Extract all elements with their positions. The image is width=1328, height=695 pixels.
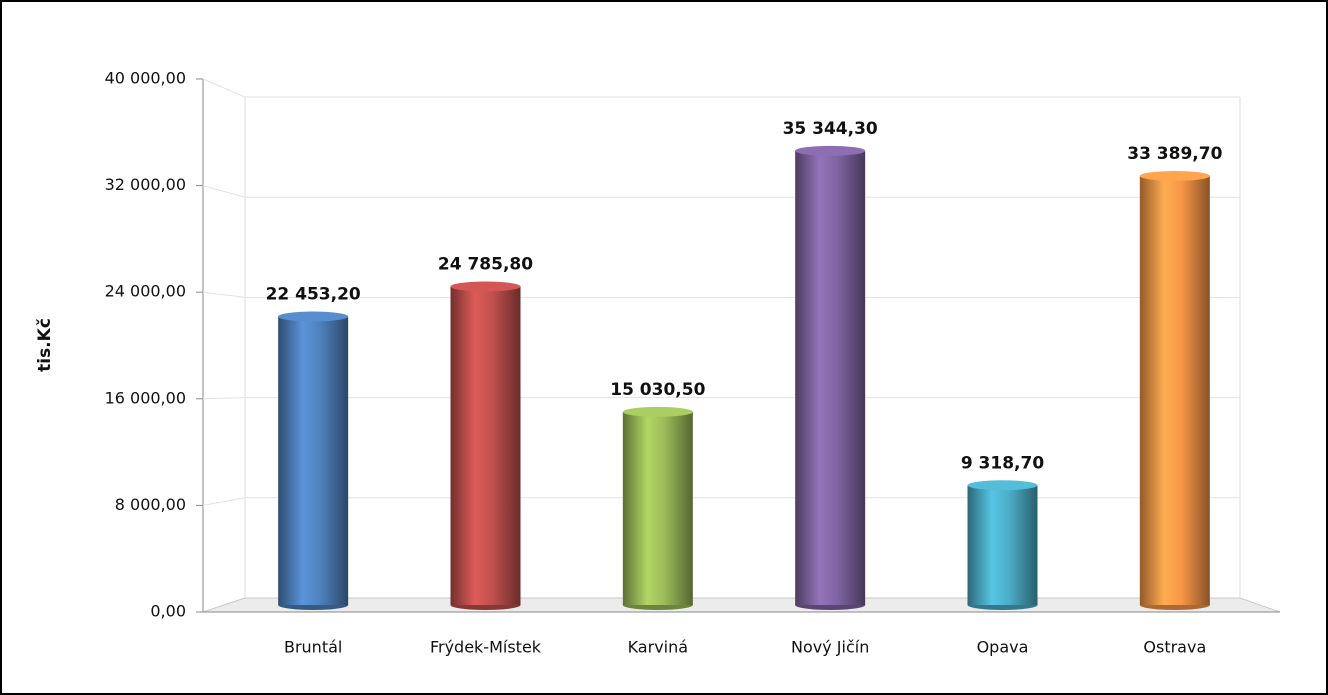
bar-cap [450, 281, 521, 292]
bar [622, 411, 693, 605]
y-tick-label: 24 000,00 [105, 282, 186, 301]
x-tick-label: Nový Jičín [791, 638, 869, 657]
grid-line [202, 185, 1240, 198]
bar [450, 286, 521, 605]
grid-line [202, 397, 1240, 400]
grid-line [202, 291, 1240, 298]
x-tick-label: Frýdek-Místek [430, 638, 542, 657]
bar-cap [278, 311, 349, 322]
x-tick-label: Ostrava [1143, 638, 1206, 657]
bar [278, 316, 349, 605]
bar-cap [1139, 170, 1210, 181]
bar [967, 485, 1038, 605]
y-tick-label: 16 000,00 [105, 388, 186, 407]
x-tick-label: Opava [977, 638, 1029, 657]
bar [1139, 175, 1210, 605]
data-label: 9 318,70 [961, 453, 1045, 473]
y-tick-label: 8 000,00 [115, 495, 186, 514]
y-tick-label: 40 000,00 [105, 69, 186, 88]
data-label: 15 030,50 [610, 380, 705, 400]
x-tick-label: Bruntál [284, 638, 342, 657]
floor [202, 597, 1281, 613]
y-tick-label: 32 000,00 [105, 175, 186, 194]
bar-cap [795, 145, 866, 156]
bar [795, 150, 866, 605]
y-tick-label: 0,00 [150, 602, 186, 621]
bar-cap [622, 406, 693, 417]
data-label: 24 785,80 [438, 255, 533, 275]
y-axis-label: tis.Kč [35, 318, 55, 372]
grid-line [202, 497, 1240, 506]
bar-cap [967, 480, 1038, 491]
x-tick-label: Karviná [628, 638, 688, 657]
data-label: 33 389,70 [1127, 144, 1222, 164]
data-label: 35 344,30 [783, 119, 878, 139]
grid-line [202, 78, 1240, 98]
data-label: 22 453,20 [266, 284, 361, 304]
